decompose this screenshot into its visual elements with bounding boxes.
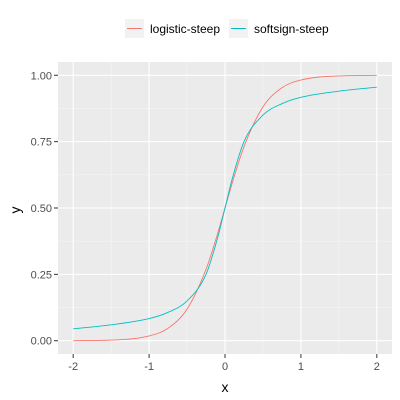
y-tick-label: 1.00 xyxy=(31,70,52,82)
x-tick-label: 2 xyxy=(374,361,380,373)
y-tick-label: 0.50 xyxy=(31,203,52,215)
legend: logistic-steep softsign-steep xyxy=(125,19,329,38)
x-axis: -2 -1 0 1 2 xyxy=(68,354,380,373)
y-axis-title: y xyxy=(7,207,23,214)
x-tick-label: 1 xyxy=(298,361,304,373)
x-tick-label: -1 xyxy=(144,361,154,373)
x-tick-label: -2 xyxy=(68,361,78,373)
y-tick-label: 0.75 xyxy=(31,137,52,149)
series-line-softsign-steep xyxy=(73,86,377,330)
x-axis-title: x xyxy=(222,379,229,395)
series-lines xyxy=(73,74,377,342)
legend-label-logistic-steep: logistic-steep xyxy=(150,22,220,36)
y-tick-label: 0.00 xyxy=(31,336,52,348)
y-axis: 0.00 0.25 0.50 0.75 1.00 xyxy=(31,70,58,348)
x-tick-label: 0 xyxy=(222,361,228,373)
y-tick-label: 0.25 xyxy=(31,269,52,281)
legend-label-softsign-steep: softsign-steep xyxy=(254,22,329,36)
